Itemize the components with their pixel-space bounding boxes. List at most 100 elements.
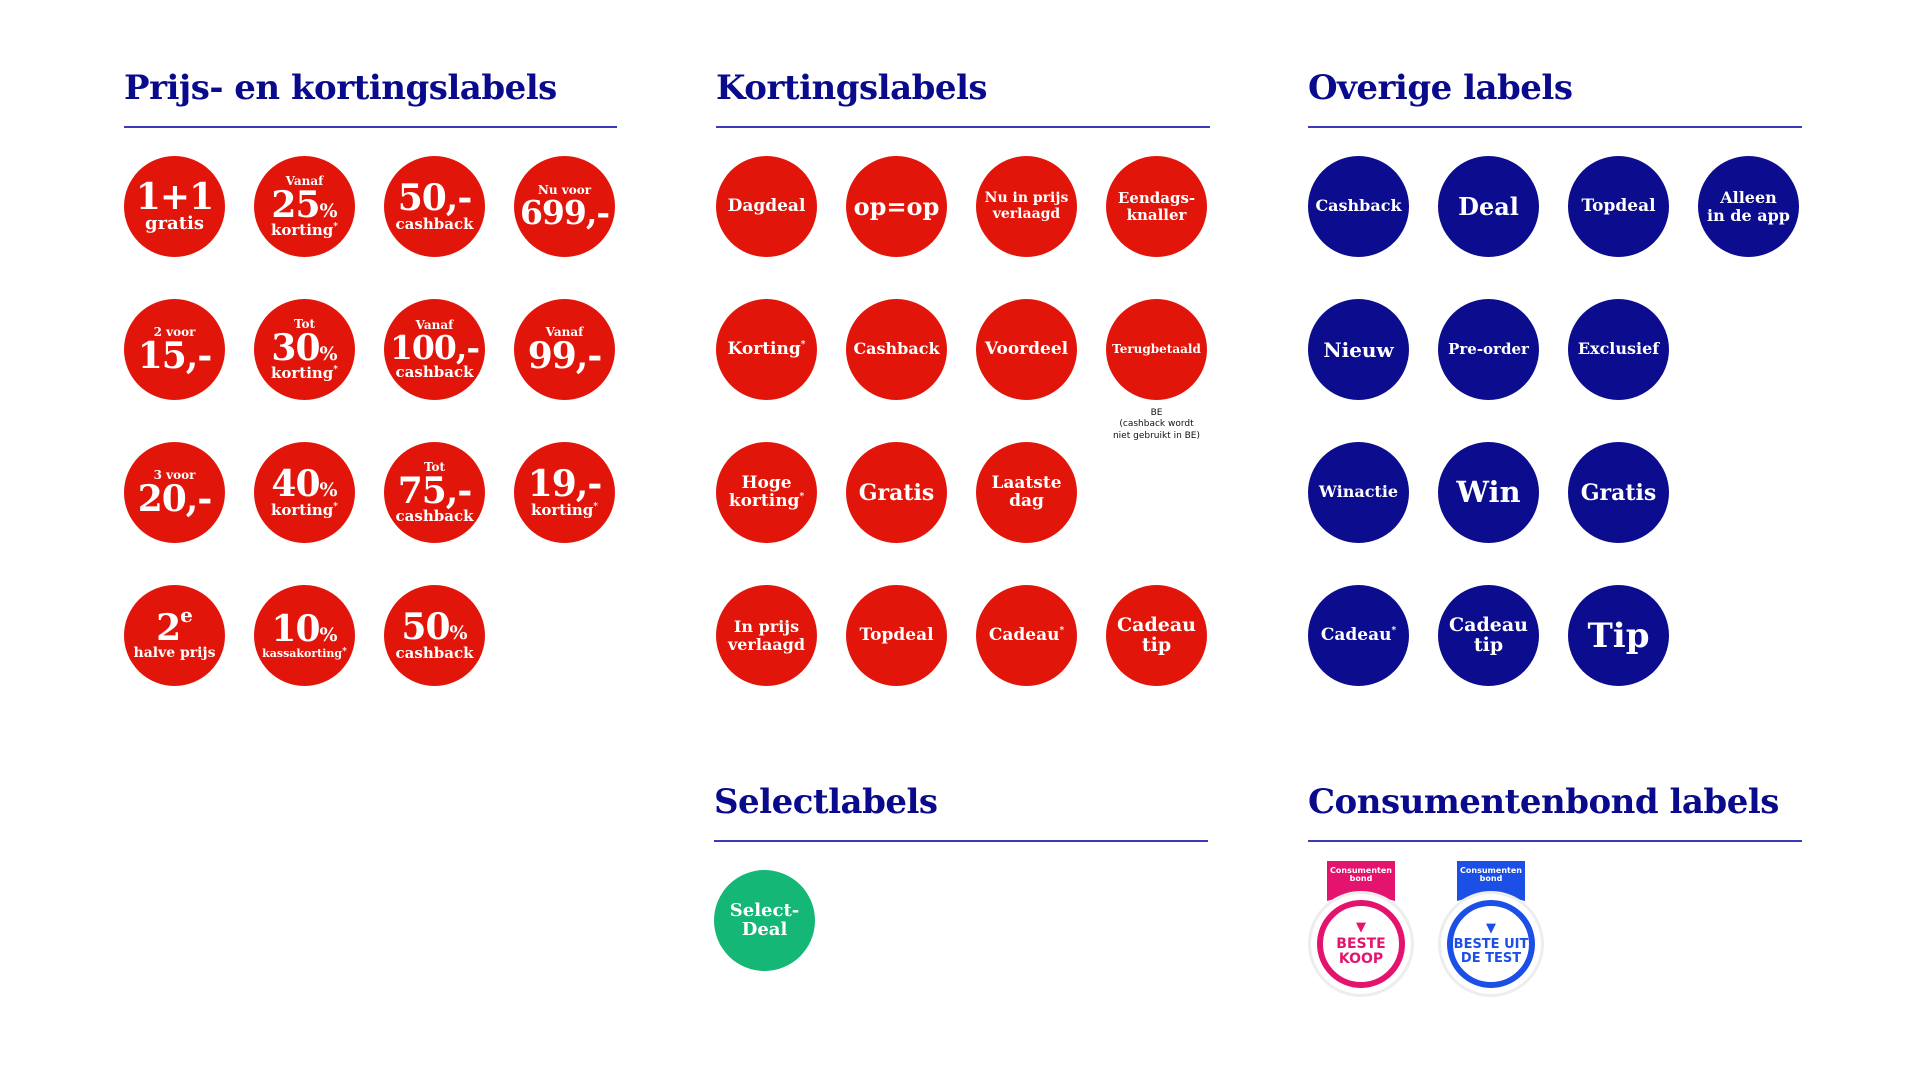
medal-text-line-1: BESTE UIT — [1453, 937, 1529, 953]
badge-text: Cadeau — [1320, 624, 1392, 645]
badge-bottom-text: korting — [530, 500, 594, 519]
badge-top-text: Vanaf — [545, 324, 584, 339]
medal-text-line-2: DE TEST — [1460, 951, 1522, 966]
label-badge: Vanaf 100,- cashback — [384, 299, 485, 400]
medal-row: Consumenten bond ▼ BESTE KOOP Consumente… — [1308, 861, 1802, 1021]
badge-text: Gratis — [1580, 479, 1657, 506]
badge-percent-sign: % — [319, 199, 338, 222]
label-badge: 2 voor 15,- — [124, 299, 225, 400]
badge-asterisk: * — [1391, 625, 1397, 636]
badge-asterisk: * — [333, 365, 339, 376]
badge-main-text: 100,- — [389, 328, 480, 368]
section-divider — [1308, 840, 1802, 842]
label-badge: 3 voor 20,- — [124, 442, 225, 543]
badge-main-text: 10 — [271, 608, 320, 651]
section-consumentenbond-labels: Consumentenbond labels Consumenten bond … — [1308, 778, 1802, 1021]
badge-top-text: 2 voor — [153, 324, 196, 339]
label-badge: Nieuw — [1308, 299, 1409, 400]
label-badge: Vanaf 99,- — [514, 299, 615, 400]
label-badge: Tot 75,- cashback — [384, 442, 485, 543]
badge-asterisk: * — [1059, 625, 1065, 636]
label-badge: Cadeau tip — [1106, 585, 1207, 686]
label-badge: 19,- korting* — [514, 442, 615, 543]
label-grid: 1+1 gratis Vanaf 25% korting* 50,- cashb… — [124, 156, 617, 686]
label-badge: 1+1 gratis — [124, 156, 225, 257]
label-badge: Voordeel — [976, 299, 1077, 400]
badge-text: Tip — [1587, 615, 1650, 656]
badge-text-line-1: Alleen — [1720, 187, 1777, 207]
badge-bottom-text: korting — [270, 221, 334, 240]
section-title: Consumentenbond labels — [1308, 782, 1779, 822]
section-title: Kortingslabels — [716, 68, 988, 108]
label-badge: Laatste dag — [976, 442, 1077, 543]
badge-asterisk: * — [593, 501, 599, 512]
label-grid: Dagdeal op=op Nu in prijs verlaagd Eendag… — [716, 156, 1210, 686]
badge-top-text: Tot — [293, 316, 316, 331]
badge-text: Win — [1456, 475, 1521, 509]
label-badge: Deal — [1438, 156, 1539, 257]
label-badge: Vanaf 25% korting* — [254, 156, 355, 257]
badge-text-line-2: tip — [1141, 633, 1172, 656]
badge-main-text: 40 — [271, 463, 320, 506]
badge-bottom-text: cashback — [395, 214, 474, 233]
ribbon-text-line-1: Consumenten — [1330, 866, 1392, 875]
badge-text-line-2: knaller — [1126, 205, 1187, 224]
badge-asterisk: * — [800, 339, 806, 350]
badge-text: Topdeal — [859, 624, 934, 645]
label-badge: Cadeau* — [1308, 585, 1409, 686]
ribbon-text-line-1: Consumenten — [1460, 866, 1522, 875]
medal-ring: ▼ BESTE KOOP — [1308, 891, 1414, 997]
label-badge: 2e halve prijs — [124, 585, 225, 686]
badge-text: Korting — [727, 338, 801, 359]
badge-text: Winactie — [1318, 482, 1399, 502]
medal-inner-circle: ▼ BESTE UIT DE TEST — [1447, 900, 1535, 988]
badge-text: Topdeal — [1581, 195, 1656, 216]
label-badge: Terugbetaald BE (cashback wordt niet geb… — [1106, 299, 1207, 441]
label-badge: Cadeau tip — [1438, 585, 1539, 686]
section-divider — [716, 126, 1210, 128]
label-badge: op=op — [846, 156, 947, 257]
badge-bottom-text: halve prijs — [133, 645, 216, 662]
badge-top-text: Nu voor — [537, 183, 592, 198]
badge-main-text: 699,- — [519, 193, 610, 233]
badge-bottom-text: gratis — [144, 213, 205, 235]
label-badge: Tip — [1568, 585, 1669, 686]
badge-footnote: BE (cashback wordt niet gebruikt in BE) — [1102, 408, 1212, 442]
grid-spacer — [1106, 442, 1207, 543]
label-badge: Gratis — [846, 442, 947, 543]
badge-top-text: Tot — [423, 459, 446, 474]
medal-ring: ▼ BESTE UIT DE TEST — [1438, 891, 1544, 997]
badge-text-line-2: Deal — [741, 918, 788, 940]
section-divider — [124, 126, 617, 128]
badge-asterisk: * — [333, 501, 339, 512]
ribbon-text-line-2: bond — [1479, 874, 1503, 884]
label-badge: Winactie — [1308, 442, 1409, 543]
badge-text: Dagdeal — [727, 195, 806, 216]
section-title: Selectlabels — [714, 782, 938, 822]
badge-text: Deal — [1458, 191, 1519, 221]
heart-icon: ▼ — [1356, 920, 1366, 936]
badge-asterisk: * — [342, 646, 347, 657]
badge-top-text: Vanaf — [415, 318, 454, 333]
badge-percent-sign: % — [319, 479, 338, 502]
badge-main-text: 20,- — [137, 477, 213, 520]
badge-main-text: 15,- — [137, 334, 213, 377]
label-badge: Topdeal — [846, 585, 947, 686]
badge-text-line-1: Select- — [729, 899, 800, 921]
label-badge: Gratis — [1568, 442, 1669, 543]
badge-superscript: e — [180, 602, 193, 627]
label-badge: 50,- cashback — [384, 156, 485, 257]
label-grid: Cashback Deal Topdeal Alleen in de app Ni… — [1308, 156, 1802, 686]
badge-text-line-1: Eendags- — [1117, 189, 1196, 207]
badge-text-line-2: verlaagd — [992, 205, 1061, 222]
badge-text-line-1: Cadeau — [1117, 613, 1196, 636]
badge-main-text: 50 — [401, 606, 450, 649]
badge-bottom-text: korting — [270, 364, 334, 383]
label-badge: Korting* — [716, 299, 817, 400]
badge-text-line-2: dag — [1009, 490, 1044, 511]
badge-text-line-1: Nu in prijs — [984, 190, 1069, 207]
badge-text: Cashback — [1315, 196, 1402, 216]
badge-text: Nieuw — [1323, 337, 1394, 362]
ribbon-text-line-2: bond — [1349, 874, 1373, 884]
label-badge: Win — [1438, 442, 1539, 543]
